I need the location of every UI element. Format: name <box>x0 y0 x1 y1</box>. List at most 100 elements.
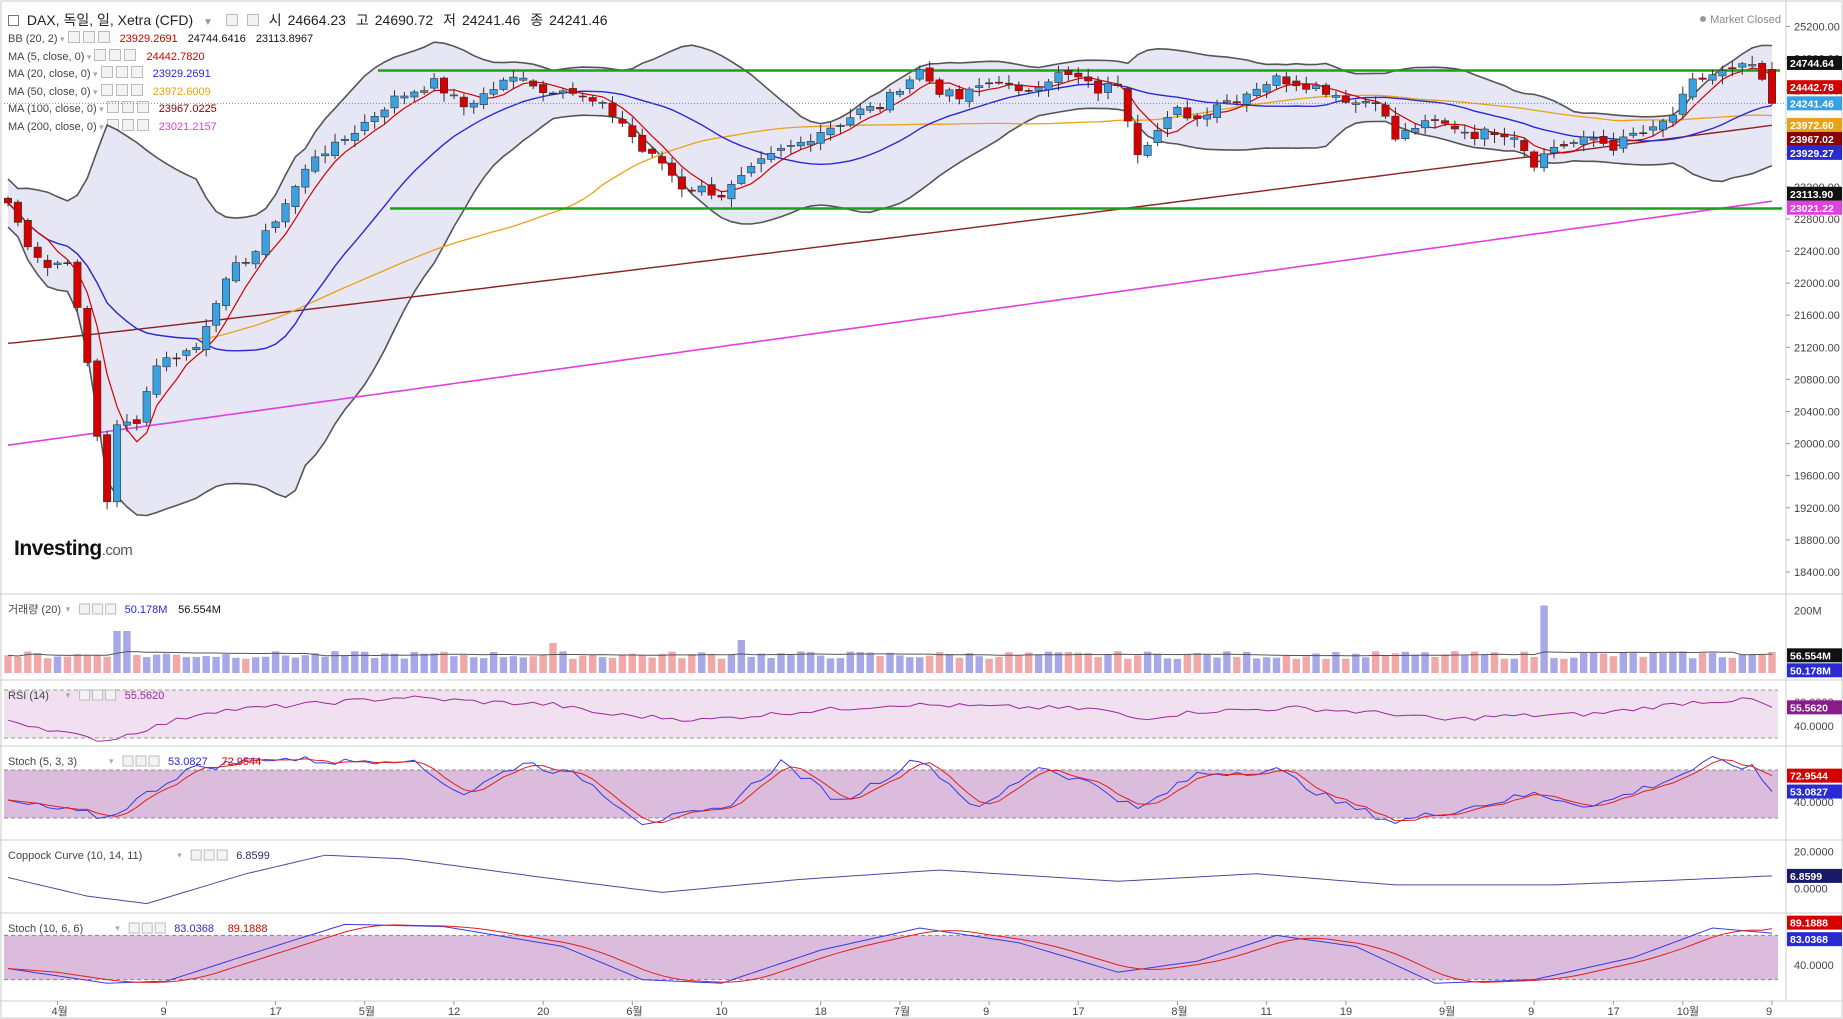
volume-bar <box>400 658 409 673</box>
candle-body <box>885 91 894 111</box>
candle-body <box>618 119 627 124</box>
candle-body <box>1589 138 1598 141</box>
volume-bar <box>480 658 488 673</box>
volume-bar <box>1233 657 1241 673</box>
candle-body <box>1074 72 1083 78</box>
close-icon[interactable] <box>136 118 149 131</box>
pane-value: 72.9544 <box>222 756 262 768</box>
candle-body <box>1550 147 1559 154</box>
price-tag <box>1787 117 1842 132</box>
price-tick-label: 20000.00 <box>1794 439 1840 451</box>
close-icon[interactable] <box>136 101 149 113</box>
volume-bar <box>678 658 686 673</box>
settings-icon[interactable] <box>94 48 107 61</box>
settings-icon[interactable] <box>225 14 238 26</box>
volume-bar <box>896 655 904 673</box>
candle-body <box>1421 120 1430 129</box>
legend-row[interactable]: MA (100, close, 0) ▾ 23967.0225 <box>8 101 217 115</box>
visibility-icon[interactable] <box>246 14 259 26</box>
volume-bar <box>14 656 22 673</box>
candle-body <box>33 246 42 258</box>
legend-row[interactable]: MA (200, close, 0) ▾ 23021.2157 <box>8 118 217 133</box>
candle-body <box>836 125 845 127</box>
legend-label: MA (20, close, 0) <box>8 68 91 80</box>
symbol-title[interactable]: DAX, 독일, 일, Xetra (CFD) <box>26 12 194 28</box>
legend-row[interactable]: BB (20, 2) ▾ 23929.2691 24744.6416 23113.89… <box>8 31 313 45</box>
settings-icon[interactable] <box>100 66 113 78</box>
time-tick-label: 6월 <box>626 1005 642 1018</box>
close-icon[interactable] <box>124 48 137 61</box>
time-tick-label: 9 <box>1528 1006 1534 1018</box>
volume-bar <box>361 651 369 673</box>
visibility-icon[interactable] <box>82 31 95 43</box>
candle-body <box>1480 128 1489 140</box>
volume-bar <box>1193 652 1201 673</box>
legend-row[interactable]: MA (50, close, 0) ▾ 23972.6009 <box>8 83 211 98</box>
legend-row[interactable]: MA (20, close, 0) ▾ 23929.2691 <box>8 66 211 80</box>
candle-body <box>1450 125 1459 130</box>
pane-value-tag-label: 53.0827 <box>1790 787 1828 799</box>
volume-bar <box>261 656 270 673</box>
coppock-axis-label: 20.0000 <box>1794 846 1834 858</box>
pane-value: 83.0368 <box>174 923 214 935</box>
volume-bar <box>1005 652 1013 673</box>
close-icon[interactable] <box>130 66 143 78</box>
candle-body <box>677 176 686 190</box>
candle-body <box>935 79 944 95</box>
volume-bar <box>1163 658 1172 673</box>
close-icon[interactable] <box>97 31 110 43</box>
volume-bar <box>836 658 845 673</box>
volume-bar <box>390 653 399 673</box>
visibility-icon[interactable] <box>115 66 128 78</box>
candle-body <box>638 135 647 152</box>
candle-body <box>1232 101 1241 104</box>
visibility-icon[interactable] <box>109 48 122 61</box>
visibility-icon[interactable] <box>121 101 134 113</box>
settings-icon[interactable] <box>106 101 119 113</box>
candle-body <box>767 153 776 160</box>
volume-bar <box>1104 655 1112 673</box>
chevron-down-icon[interactable]: ▾ <box>90 69 98 79</box>
candle-body <box>261 230 270 255</box>
price-tick-label: 21200.00 <box>1794 342 1840 354</box>
candle-body <box>717 195 726 198</box>
rsi-axis-label: 40.0000 <box>1794 721 1834 733</box>
candle-body <box>985 82 994 85</box>
pane-value: 53.0827 <box>168 756 208 768</box>
pane-control-icon <box>216 849 228 861</box>
volume-bar <box>1599 653 1608 673</box>
ma100-line <box>7 124 1773 344</box>
candle-body <box>93 360 102 437</box>
volume-bar <box>1738 654 1746 673</box>
pane-value-tag-label: 89.1888 <box>1790 918 1828 930</box>
open-value: 24664.23 <box>287 12 346 28</box>
chevron-down-icon[interactable]: ▼ <box>203 17 213 28</box>
visibility-icon[interactable] <box>121 118 134 131</box>
volume-ma-line <box>7 651 1773 657</box>
chevron-down-icon[interactable]: ▾ <box>57 34 65 44</box>
close-value: 24241.46 <box>549 12 608 28</box>
price-tag-label: 23929.27 <box>1790 148 1834 160</box>
chevron-down-icon[interactable]: ▾ <box>84 51 92 62</box>
candle-body <box>707 184 716 196</box>
settings-icon[interactable] <box>67 31 80 43</box>
candle-body <box>667 162 676 176</box>
volume-bar <box>103 656 111 673</box>
candle-body <box>1183 107 1192 119</box>
close-icon[interactable] <box>130 83 143 96</box>
candle-body <box>687 189 696 192</box>
volume-bar <box>1282 655 1291 673</box>
volume-bar <box>1054 652 1063 673</box>
volume-bar <box>1679 651 1687 673</box>
legend-row[interactable]: MA (5, close, 0) ▾ 24442.7820 <box>8 48 205 63</box>
legend-value: 23021.2157 <box>158 120 217 133</box>
chevron-down-icon[interactable]: ▾ <box>90 86 98 97</box>
chevron-down-icon[interactable]: ▾ <box>96 121 104 132</box>
volume-bar <box>995 656 1003 673</box>
settings-icon[interactable] <box>100 83 113 96</box>
visibility-icon[interactable] <box>115 83 128 96</box>
candle-body <box>4 197 13 204</box>
minus-square-icon[interactable] <box>8 15 19 26</box>
chevron-down-icon[interactable]: ▾ <box>96 104 104 114</box>
